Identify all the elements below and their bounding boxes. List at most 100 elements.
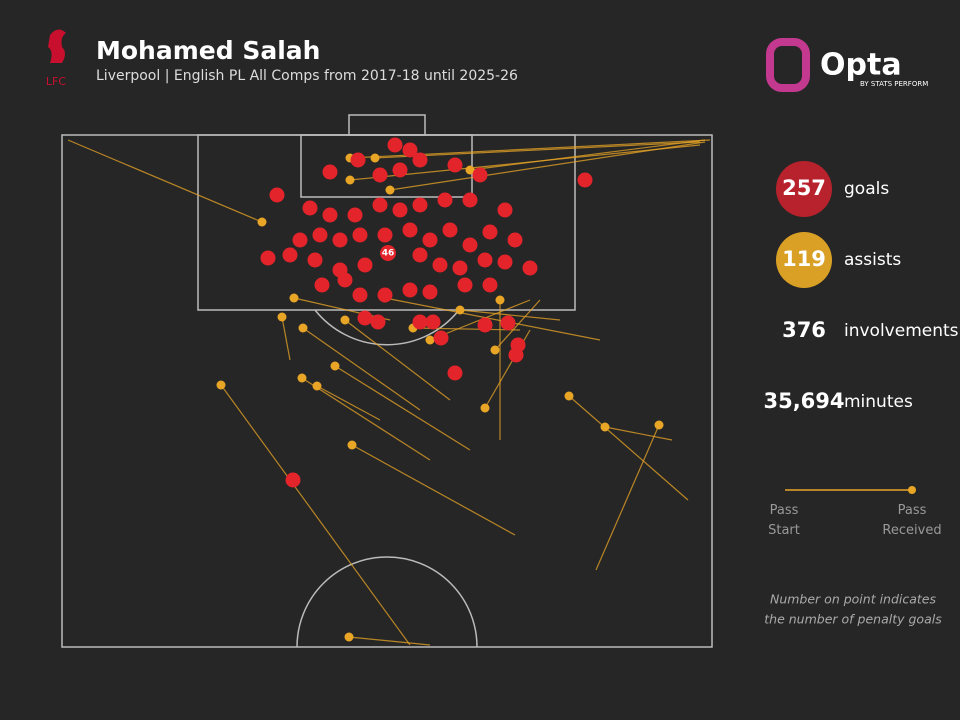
assist-point [490, 345, 500, 355]
goal-point [477, 252, 493, 268]
assist-point [330, 361, 340, 371]
assist-point [257, 217, 267, 227]
assist-point [465, 165, 475, 175]
legend-dot [908, 486, 916, 494]
assist-point [654, 420, 664, 430]
stat-label: involvements [844, 321, 959, 341]
goal-point [522, 260, 538, 276]
pass-line [344, 319, 451, 401]
goal-point [477, 317, 493, 333]
pass-line [67, 139, 263, 223]
stat-value: 35,694 [763, 389, 844, 413]
goal-point [332, 232, 348, 248]
pass-line [334, 365, 471, 451]
assist-point [216, 380, 226, 390]
pass-line [302, 327, 421, 411]
goal-point [357, 310, 373, 326]
goal-point [422, 284, 438, 300]
goal-point [508, 347, 524, 363]
goal-point [577, 172, 593, 188]
pass-line [351, 444, 516, 536]
chart-subtitle: Liverpool | English PL All Comps from 20… [96, 68, 518, 84]
goal-point [372, 167, 388, 183]
pass-line [348, 636, 431, 646]
goal-point [377, 287, 393, 303]
goal-point [462, 192, 478, 208]
goal-point [457, 277, 473, 293]
assist-point [289, 293, 299, 303]
assist-point [564, 391, 574, 401]
legend-end: Pass Received [882, 503, 941, 538]
goal-point [352, 227, 368, 243]
legend-start: Pass Start [768, 503, 800, 538]
goal-point [497, 202, 513, 218]
goal-point [412, 314, 428, 330]
pass-line [281, 316, 291, 361]
pass-line [220, 384, 411, 646]
assist-point [298, 323, 308, 333]
assist-point [370, 153, 380, 163]
goal-point [442, 222, 458, 238]
goal-point [437, 192, 453, 208]
brand-name: Opta [820, 48, 902, 83]
penalty-point [380, 245, 396, 261]
goal-point [307, 252, 323, 268]
goal-point [322, 207, 338, 223]
stats: 257 goals 119 assists 376 involvements 35,694 m… [763, 161, 959, 413]
note: the number of penalty goals [764, 612, 942, 627]
pass-line [469, 139, 706, 171]
stat-badge [776, 161, 832, 217]
goal-point [425, 314, 441, 330]
goal-point [472, 167, 488, 183]
stat-label: minutes [844, 392, 913, 412]
goal-point [432, 257, 448, 273]
pass-line [374, 141, 701, 159]
goal-point [350, 152, 366, 168]
assist-point [345, 175, 355, 185]
stat-badge [776, 232, 832, 288]
assist-point [277, 312, 287, 322]
goal-point [372, 197, 388, 213]
goal-point [412, 247, 428, 263]
assist-point [312, 381, 322, 391]
brand-logo [766, 38, 810, 92]
goal-point [392, 202, 408, 218]
goal-point [462, 237, 478, 253]
assist-point [480, 403, 490, 413]
goal-point [285, 472, 301, 488]
assist-point [495, 295, 505, 305]
goal-point [412, 152, 428, 168]
marks: 46 [67, 137, 711, 646]
stat-value: 119 [782, 247, 826, 271]
goal-point [500, 315, 516, 331]
goal-point [269, 187, 285, 203]
goal-point [402, 282, 418, 298]
assist-point [347, 440, 357, 450]
goal-point [392, 162, 408, 178]
club-name: LFC [46, 75, 66, 88]
chart-title: Mohamed Salah [96, 36, 320, 65]
brand-sub: BY STATS PERFORM [860, 80, 928, 88]
goal [348, 114, 426, 136]
stat-label: assists [844, 250, 901, 270]
pitch [61, 114, 713, 648]
goal-point [412, 197, 428, 213]
goal-point [507, 232, 523, 248]
stat-label: goals [844, 179, 889, 199]
goal-point [482, 277, 498, 293]
stat-value: 376 [782, 318, 826, 342]
goal-point [337, 272, 353, 288]
goal-point [447, 365, 463, 381]
goal-point [352, 287, 368, 303]
penalty-arc [314, 309, 460, 346]
goal-point [402, 142, 418, 158]
pass-line [494, 299, 541, 351]
goal-point [452, 260, 468, 276]
pass-line [595, 424, 660, 571]
goal-point [282, 247, 298, 263]
goal-point [314, 277, 330, 293]
assist-point [385, 185, 395, 195]
goal-point [260, 250, 276, 266]
goal-point [357, 257, 373, 273]
